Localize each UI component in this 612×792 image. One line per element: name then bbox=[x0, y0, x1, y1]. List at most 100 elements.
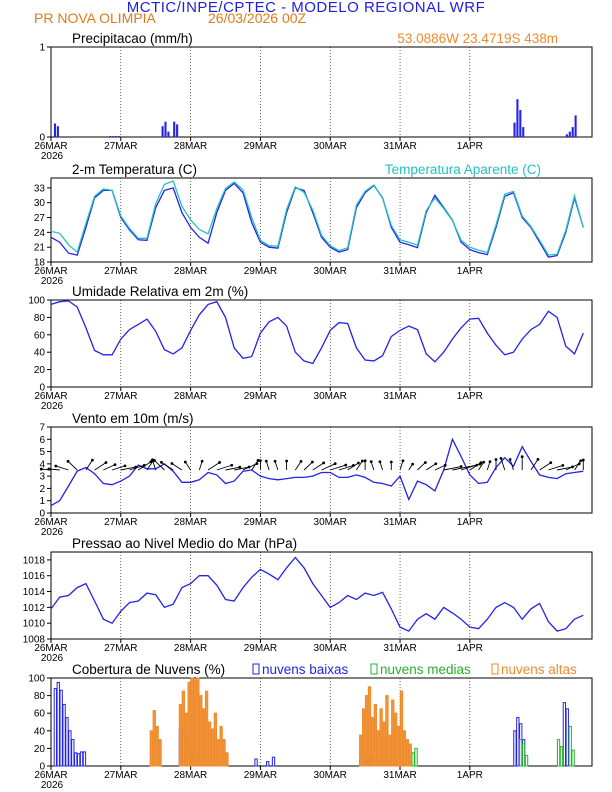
wind-vector bbox=[274, 461, 279, 471]
cloud-bar bbox=[562, 702, 567, 767]
x-tick-label: 1APR bbox=[457, 643, 483, 654]
cloud-bar bbox=[155, 725, 159, 767]
wind-vector bbox=[216, 464, 232, 471]
cloud-bar bbox=[181, 690, 185, 767]
wind-vector bbox=[171, 463, 183, 471]
cloud-bar bbox=[56, 681, 60, 767]
wind-vector bbox=[152, 459, 157, 471]
cloud-bar bbox=[370, 717, 375, 767]
wind-vector-head bbox=[238, 465, 242, 469]
wind-vector-head bbox=[579, 459, 583, 463]
panel-title: Cobertura de Nuvens (%) bbox=[72, 662, 225, 677]
cloud-bar bbox=[71, 739, 75, 767]
wind-vector bbox=[469, 462, 482, 471]
wind-vector-head bbox=[488, 460, 492, 464]
wind-vector bbox=[434, 464, 446, 471]
cloud-bar bbox=[222, 739, 226, 767]
legend-label: nuvens baixas bbox=[262, 662, 349, 677]
x-tick-label: 26MAR bbox=[34, 391, 67, 402]
y-tick-label: 100 bbox=[28, 296, 45, 307]
cloud-bar bbox=[388, 734, 392, 767]
legend-label: nuvens altas bbox=[501, 662, 577, 677]
series-line bbox=[50, 437, 584, 507]
x-tick-label: 31MAR bbox=[383, 266, 416, 277]
cloud-bar bbox=[149, 730, 154, 767]
y-tick-label: 7 bbox=[39, 423, 45, 434]
legend-swatch bbox=[491, 663, 499, 675]
wind-vector-head bbox=[411, 462, 415, 466]
wind-vector-head bbox=[47, 467, 51, 471]
wind-vector bbox=[330, 464, 346, 471]
y-tick-label: 24 bbox=[34, 228, 46, 239]
wind-vector bbox=[85, 459, 93, 471]
wind-vector-head bbox=[459, 465, 463, 468]
cloud-bar bbox=[210, 728, 215, 767]
cloud-bar bbox=[513, 730, 517, 767]
wind-vector bbox=[379, 461, 384, 471]
precip-bar bbox=[565, 134, 568, 137]
wind-vector-head bbox=[113, 463, 117, 467]
cloud-bar bbox=[408, 743, 412, 767]
y-tick-label: 1 bbox=[39, 496, 45, 507]
wind-vector bbox=[478, 461, 485, 471]
x-tick-label: 1APR bbox=[457, 770, 483, 781]
wind-vector bbox=[443, 466, 462, 471]
cloud-bar bbox=[521, 743, 526, 767]
panel-frame bbox=[50, 299, 593, 388]
y-tick-label: 21 bbox=[34, 243, 46, 254]
y-tick-label: 2 bbox=[39, 484, 45, 495]
x-tick-label: 28MAR bbox=[174, 141, 207, 152]
panel-title: Vento em 10m (m/s) bbox=[72, 411, 194, 426]
y-tick-label: 40 bbox=[34, 348, 46, 359]
cloud-bar bbox=[213, 712, 217, 767]
precip-bar bbox=[167, 131, 170, 137]
wind-vector bbox=[184, 461, 191, 471]
x-tick-label: 26MAR bbox=[34, 517, 67, 528]
wind-vector bbox=[161, 461, 174, 471]
series-line bbox=[50, 556, 584, 632]
panel-frame bbox=[50, 677, 593, 767]
wind-vector bbox=[129, 464, 145, 471]
panel-title: Pressao ao Nivel Medio do Mar (hPa) bbox=[72, 536, 297, 551]
wind-vector-head bbox=[273, 459, 277, 463]
cloud-bar bbox=[376, 730, 380, 767]
wind-vector-head bbox=[378, 460, 382, 464]
cloud-bar bbox=[367, 686, 372, 767]
wind-vector-head bbox=[200, 459, 204, 463]
wind-vector-head bbox=[360, 459, 364, 463]
wind-vector bbox=[303, 461, 313, 471]
x-tick-label: 26MAR bbox=[34, 643, 67, 654]
x-tick-label: 29MAR bbox=[244, 266, 277, 277]
x-tick-label: 29MAR bbox=[244, 770, 277, 781]
wind-vector-head bbox=[479, 461, 483, 465]
y-tick-label: 80 bbox=[34, 313, 46, 324]
cloud-bar bbox=[216, 739, 220, 767]
x-tick-label: 28MAR bbox=[174, 391, 207, 402]
cloud-bar bbox=[394, 712, 398, 767]
wind-vector-head bbox=[389, 460, 393, 464]
cloud-bar bbox=[568, 725, 572, 767]
cloud-bar bbox=[65, 717, 69, 767]
x-tick-label: 30MAR bbox=[314, 266, 347, 277]
x-tick-label: 27MAR bbox=[104, 643, 137, 654]
wind-vector-head bbox=[443, 463, 447, 467]
wind-vector bbox=[370, 461, 375, 471]
panel-title: Umidade Relativa em 2m (%) bbox=[72, 284, 248, 299]
precip-bar bbox=[164, 121, 167, 137]
cloud-bar bbox=[196, 677, 200, 767]
legend-apparent-temperature: Temperatura Aparente (C) bbox=[385, 162, 541, 177]
wind-vector bbox=[146, 460, 154, 471]
wind-vector bbox=[500, 458, 506, 471]
wind-vector-head bbox=[561, 464, 565, 467]
x-tick-label: 27MAR bbox=[104, 391, 137, 402]
x-tick-label: 1APR bbox=[457, 517, 483, 528]
x-tick-label: 1APR bbox=[457, 391, 483, 402]
cloud-bar bbox=[202, 708, 206, 767]
cloud-bar bbox=[178, 703, 183, 767]
x-tick-label: 29MAR bbox=[244, 517, 277, 528]
wind-vector bbox=[242, 463, 258, 471]
cloud-bar bbox=[402, 730, 407, 767]
x-tick-label: 28MAR bbox=[174, 266, 207, 277]
legend-label: nuvens medias bbox=[380, 662, 471, 677]
precip-bar bbox=[56, 126, 59, 137]
